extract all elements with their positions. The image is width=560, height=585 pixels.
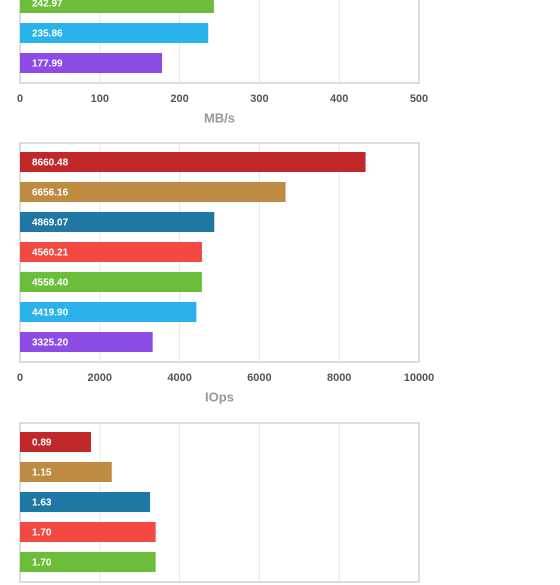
bar [20, 242, 202, 262]
bar [20, 23, 209, 43]
bar-value-label: 235.86 [32, 29, 63, 40]
x-tick-label: 4000 [167, 372, 191, 384]
bar-value-label: 1.63 [32, 498, 52, 509]
bar-value-label: 242.97 [32, 0, 63, 10]
x-tick-label: 0 [17, 372, 23, 384]
x-tick-label: 100 [91, 93, 109, 105]
x-tick-label: 300 [250, 93, 268, 105]
bar-value-label: 3325.20 [32, 338, 69, 349]
x-tick-label: 400 [330, 93, 348, 105]
x-tick-label: 6000 [247, 372, 271, 384]
x-tick-label: 500 [410, 93, 428, 105]
bar-value-label: 6656.16 [32, 188, 69, 199]
bar [20, 0, 214, 13]
bar [20, 462, 112, 482]
bar-value-label: 4560.21 [32, 248, 69, 259]
bar-value-label: 4419.90 [32, 308, 69, 319]
bar [20, 152, 366, 172]
x-tick-label: 2000 [88, 372, 112, 384]
x-tick-label: 10000 [404, 372, 435, 384]
bar-value-label: 0.89 [32, 438, 52, 449]
x-tick-label: 200 [170, 93, 188, 105]
bar [20, 522, 156, 542]
bar [20, 212, 215, 232]
x-tick-label: 0 [17, 93, 23, 105]
bar [20, 302, 197, 322]
x-axis-title: IOps [205, 389, 234, 404]
bar-value-label: 4558.40 [32, 278, 69, 289]
bar-value-label: 4869.07 [32, 218, 69, 229]
bar [20, 182, 286, 202]
bar-value-label: 8660.48 [32, 158, 69, 169]
bar-value-label: 1.70 [32, 528, 52, 539]
bar [20, 552, 156, 572]
bar-value-label: 1.70 [32, 558, 52, 569]
bar-value-label: 1.15 [32, 468, 52, 479]
bar [20, 53, 163, 73]
x-axis-title: MB/s [204, 110, 235, 125]
bar [20, 492, 151, 512]
bar [20, 272, 202, 292]
bar [20, 332, 153, 352]
x-tick-label: 8000 [327, 372, 351, 384]
bar-value-label: 177.99 [32, 59, 63, 70]
bar [20, 432, 92, 452]
